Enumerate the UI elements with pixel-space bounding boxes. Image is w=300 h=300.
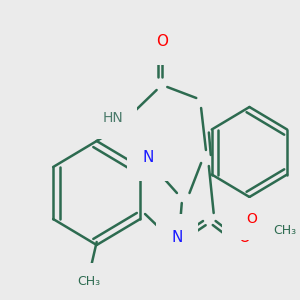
Text: O: O — [246, 212, 257, 226]
Text: N: N — [142, 151, 154, 166]
Text: CH₃: CH₃ — [77, 275, 101, 288]
Text: O: O — [156, 34, 168, 50]
Text: CH₃: CH₃ — [274, 224, 297, 238]
Text: N: N — [171, 230, 183, 244]
Text: HN: HN — [103, 111, 124, 125]
Text: O: O — [238, 230, 250, 245]
